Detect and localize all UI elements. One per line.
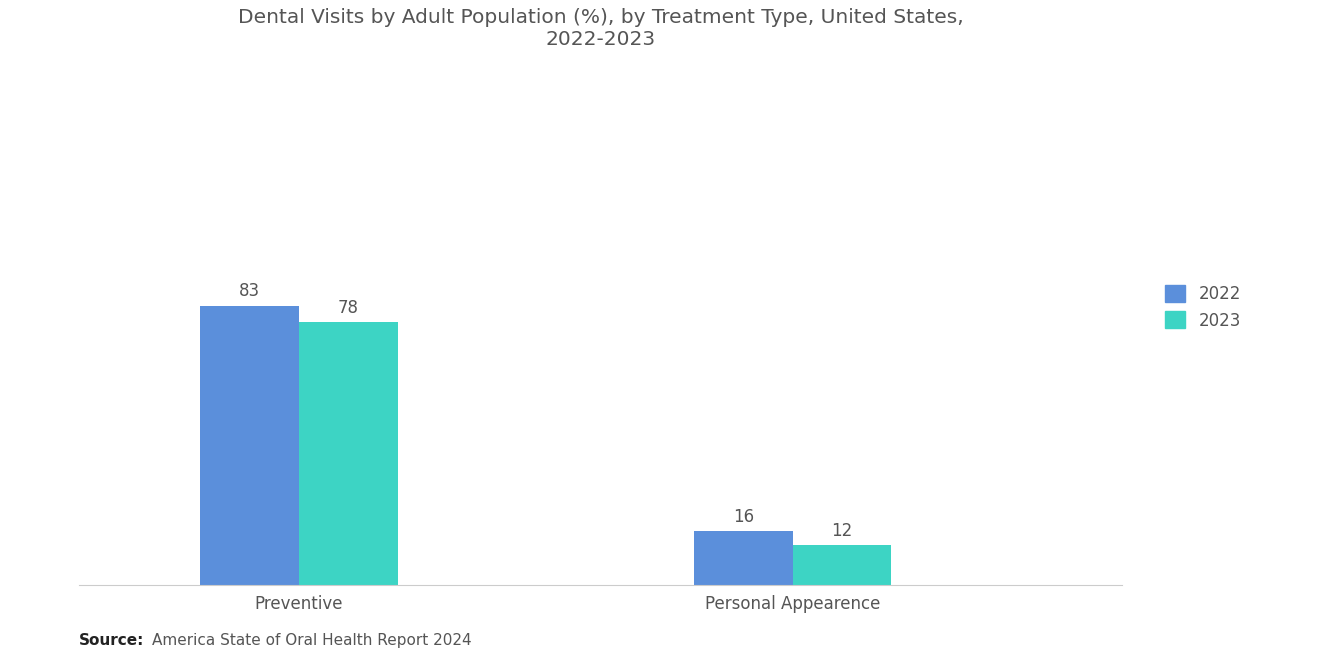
Text: 78: 78 <box>338 299 359 317</box>
Text: 12: 12 <box>832 522 853 540</box>
Bar <box>199 305 298 585</box>
Legend: 2022, 2023: 2022, 2023 <box>1156 277 1249 338</box>
Bar <box>694 531 793 585</box>
Bar <box>793 545 891 585</box>
Title: Dental Visits by Adult Population (%), by Treatment Type, United States,
2022-20: Dental Visits by Adult Population (%), b… <box>238 8 964 49</box>
Text: Source:: Source: <box>79 633 145 648</box>
Text: America State of Oral Health Report 2024: America State of Oral Health Report 2024 <box>152 633 471 648</box>
Text: 16: 16 <box>733 508 754 526</box>
Text: 83: 83 <box>239 283 260 301</box>
Bar <box>298 323 397 585</box>
